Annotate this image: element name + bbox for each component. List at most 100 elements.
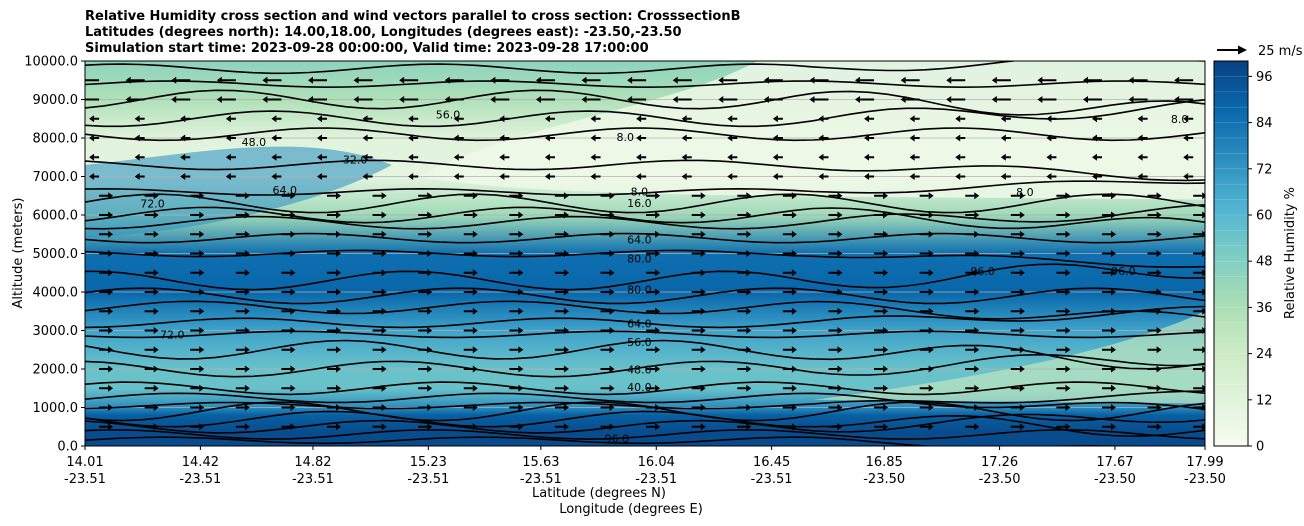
y-tick-label: 7000.0 [33,170,79,185]
wind-vector-head [700,211,706,219]
contour-label: 64.0 [627,318,652,331]
wind-vector-head [700,230,706,238]
wind-vector-head [1202,288,1205,296]
colorbar: 0 12 24 36 48 60 72 84 96 Relative Humidity % [1213,60,1298,455]
wind-vector-head [1128,76,1134,84]
wind-vector-head [399,76,405,84]
wind-vector-head [1202,346,1205,354]
wind-vector-head [108,269,114,277]
wind-vector-head [472,423,478,431]
wind-vector-head [199,192,205,200]
wind-vector-head [563,230,569,238]
wind-vector-head [290,327,296,334]
wind-vector-head [153,211,159,219]
wind-vector-head [1202,192,1205,200]
wind-vector-head [1019,365,1025,373]
wind-vector-head [746,423,752,431]
wind-vector-head [955,115,961,123]
wind-vector-head [791,192,797,200]
wind-vector-head [472,365,478,373]
wind-vector-head [909,115,915,123]
wind-vector-head [544,173,550,180]
wind-vector-head [727,153,733,161]
wind-vector-head [609,327,615,334]
wind-vector-head [974,192,980,200]
wind-vector-head [381,192,387,200]
wind-vector-head [308,76,314,84]
wind-vector-head [89,115,95,123]
wind-vector-head [153,250,159,257]
wind-vector-head [134,173,140,180]
wind-vector-head [609,423,615,431]
wind-vector-head [609,288,615,296]
wind-vector-head [1156,211,1162,219]
y-tick-label: 2000.0 [33,363,79,378]
wind-vector-head [308,96,314,103]
wind-vector-head [108,384,114,392]
contour-line [85,390,1205,410]
x-axis: 14.01 -23.51 14.42 -23.51 14.82 -23.51 15.23 -2… [64,446,1226,487]
wind-vector-head [700,192,706,200]
wind-vector-head [1156,307,1162,315]
contour-line [85,300,1205,320]
wind-vector-head [153,192,159,200]
wind-vector-head [153,230,159,238]
wind-vector-head [609,346,615,354]
wind-key: 25 m/s [1217,44,1303,59]
wind-vector-head [408,153,414,161]
wind-vector-head [883,327,889,334]
contour-lines [85,61,1205,446]
wind-vector-head [563,423,569,431]
wind-vector-head [153,346,159,354]
wind-vector-head [427,288,433,296]
wind-vector-head [89,173,95,180]
wind-vector-head [1065,211,1071,219]
wind-vector-head [244,423,250,431]
wind-vector-head [700,365,706,373]
wind-vector-head [772,153,778,161]
wind-vector-head [974,269,980,277]
colorbar-tick-label: 60 [1256,209,1273,224]
wind-vector-head [991,96,997,103]
wind-vector-head [772,115,778,123]
wind-vector-head [1156,230,1162,238]
y-tick-label: 6000.0 [33,209,79,224]
wind-vector-head [1065,404,1071,411]
wind-vector-head [153,423,159,431]
wind-vector-head [472,211,478,219]
wind-vector-head [818,153,824,161]
wind-vector-head [1092,173,1098,180]
wind-vector-head [225,134,231,142]
y-tick-label: 0.0 [57,440,78,455]
wind-vector-head [746,230,752,238]
wind-vector-head [225,173,231,180]
wind-vector-head [681,115,687,123]
wind-vector-head [928,365,934,373]
colorbar-tick-label: 12 [1256,393,1273,408]
wind-vector-head [290,346,296,354]
colorbar-tick-label: 72 [1256,162,1273,177]
wind-vector-head [909,153,915,161]
wind-vector-head [746,250,752,257]
y-tick-label: 9000.0 [33,93,79,108]
wind-vector-head [1037,76,1043,84]
wind-vector-head [909,134,915,142]
wind-vector-head [199,288,205,296]
wind-vector-head [791,230,797,238]
wind-vector-head [472,230,478,238]
wind-vector-head [672,96,678,103]
wind-vector-head [518,211,524,219]
wind-vector-head [1174,76,1180,84]
wind-vector-head [974,365,980,373]
contour-line [85,249,1205,268]
wind-vector-head [1156,250,1162,257]
wind-vector-head [627,96,633,103]
wind-vector-head [381,250,387,257]
wind-vector-head [199,269,205,277]
wind-vector-head [855,76,861,84]
wind-vector-head [89,153,95,161]
wind-vector-head [791,307,797,315]
wind-vector-head [837,211,843,219]
wind-vector-head [837,192,843,200]
